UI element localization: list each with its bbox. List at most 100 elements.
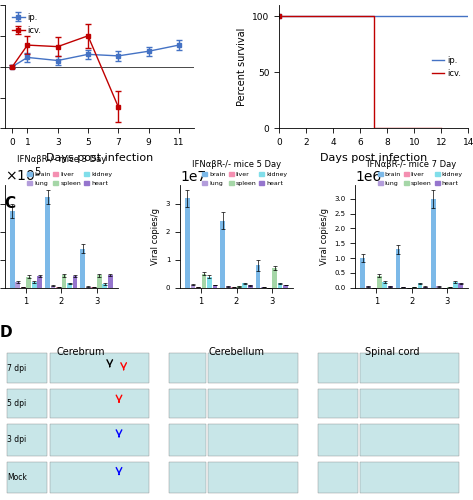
Line: icv.: icv. xyxy=(279,16,441,128)
Text: Cerebrum: Cerebrum xyxy=(57,347,105,357)
FancyBboxPatch shape xyxy=(208,354,298,384)
Bar xyxy=(201,274,206,287)
Bar xyxy=(395,249,400,288)
icv. xyxy=(371,13,377,19)
Text: 5 dpi: 5 dpi xyxy=(7,400,26,408)
Bar xyxy=(226,286,230,288)
Bar xyxy=(243,284,247,288)
Bar xyxy=(213,285,217,288)
Bar xyxy=(377,276,382,287)
Bar xyxy=(278,284,282,288)
Bar xyxy=(10,211,15,288)
Bar xyxy=(191,285,195,288)
FancyBboxPatch shape xyxy=(360,354,459,384)
Bar xyxy=(360,258,365,288)
Bar xyxy=(382,282,387,288)
FancyBboxPatch shape xyxy=(208,390,298,418)
Bar xyxy=(283,285,288,288)
Bar xyxy=(412,287,417,288)
Text: 3 dpi: 3 dpi xyxy=(7,436,26,444)
FancyBboxPatch shape xyxy=(169,354,206,384)
FancyBboxPatch shape xyxy=(50,462,149,494)
FancyBboxPatch shape xyxy=(50,424,149,456)
Bar xyxy=(366,286,370,288)
Text: 7 dpi: 7 dpi xyxy=(7,364,26,373)
Bar xyxy=(272,268,277,287)
Y-axis label: Viral copies/g: Viral copies/g xyxy=(151,208,160,265)
Y-axis label: Viral copies/g: Viral copies/g xyxy=(320,208,329,265)
Text: Cerebellum: Cerebellum xyxy=(209,347,264,357)
FancyBboxPatch shape xyxy=(318,390,358,418)
Legend: brain, lung, liver, spleen, kidney, heart: brain, lung, liver, spleen, kidney, hear… xyxy=(200,170,290,188)
FancyBboxPatch shape xyxy=(360,390,459,418)
Title: IFNαβR-/- mice 3 Day: IFNαβR-/- mice 3 Day xyxy=(17,156,106,164)
Bar xyxy=(207,276,212,287)
Text: Mock: Mock xyxy=(7,473,27,482)
Bar xyxy=(51,286,55,288)
Text: B: B xyxy=(241,0,253,2)
FancyBboxPatch shape xyxy=(208,424,298,456)
FancyBboxPatch shape xyxy=(7,354,47,384)
Legend: ip., icv.: ip., icv. xyxy=(429,52,464,81)
FancyBboxPatch shape xyxy=(318,462,358,494)
Bar xyxy=(21,287,26,288)
Text: Spinal cord: Spinal cord xyxy=(365,347,419,357)
Bar xyxy=(185,198,190,288)
Bar xyxy=(418,283,422,288)
Bar xyxy=(15,282,20,288)
Bar xyxy=(423,286,428,288)
FancyBboxPatch shape xyxy=(50,390,149,418)
Bar xyxy=(437,286,441,288)
Bar xyxy=(220,220,225,288)
FancyBboxPatch shape xyxy=(169,390,206,418)
Bar xyxy=(97,275,102,287)
icv. xyxy=(276,13,282,19)
Bar xyxy=(256,266,260,287)
FancyBboxPatch shape xyxy=(318,424,358,456)
FancyBboxPatch shape xyxy=(169,462,206,494)
Text: C: C xyxy=(5,196,16,210)
Bar xyxy=(103,284,107,288)
Bar xyxy=(73,276,78,287)
Bar xyxy=(56,287,61,288)
Bar xyxy=(67,284,72,288)
X-axis label: Days post infection: Days post infection xyxy=(46,152,153,162)
FancyBboxPatch shape xyxy=(50,354,149,384)
FancyBboxPatch shape xyxy=(360,462,459,494)
Bar xyxy=(431,198,436,288)
icv. xyxy=(371,126,377,132)
X-axis label: Days post infection: Days post infection xyxy=(320,152,427,162)
Bar xyxy=(80,248,85,288)
Legend: brain, lung, liver, spleen, kidney, heart: brain, lung, liver, spleen, kidney, hear… xyxy=(375,170,465,188)
FancyBboxPatch shape xyxy=(169,424,206,456)
Bar xyxy=(447,287,452,288)
Bar xyxy=(86,286,91,288)
Bar xyxy=(32,282,36,288)
Bar xyxy=(248,286,253,288)
Text: D: D xyxy=(0,324,13,340)
Bar xyxy=(91,287,96,288)
Bar xyxy=(237,286,242,288)
Bar xyxy=(401,287,406,288)
Bar xyxy=(261,287,266,288)
Bar xyxy=(108,275,113,287)
Bar xyxy=(45,197,50,288)
icv. xyxy=(438,126,444,132)
FancyBboxPatch shape xyxy=(318,354,358,384)
Title: IFNαβR-/- mice 7 Day: IFNαβR-/- mice 7 Day xyxy=(367,160,456,169)
Title: IFNαβR-/- mice 5 Day: IFNαβR-/- mice 5 Day xyxy=(192,160,281,169)
Bar xyxy=(61,275,66,287)
Legend: brain, lung, liver, spleen, kidney, heart: brain, lung, liver, spleen, kidney, hear… xyxy=(25,170,114,188)
Bar xyxy=(453,282,458,288)
Bar xyxy=(458,283,463,288)
FancyBboxPatch shape xyxy=(208,462,298,494)
Bar xyxy=(26,276,31,287)
Y-axis label: Percent survival: Percent survival xyxy=(236,28,246,106)
FancyBboxPatch shape xyxy=(360,424,459,456)
FancyBboxPatch shape xyxy=(7,462,47,494)
Bar xyxy=(37,276,42,287)
Bar xyxy=(388,286,393,288)
FancyBboxPatch shape xyxy=(7,390,47,418)
FancyBboxPatch shape xyxy=(7,424,47,456)
Legend: ip., icv.: ip., icv. xyxy=(9,9,44,38)
